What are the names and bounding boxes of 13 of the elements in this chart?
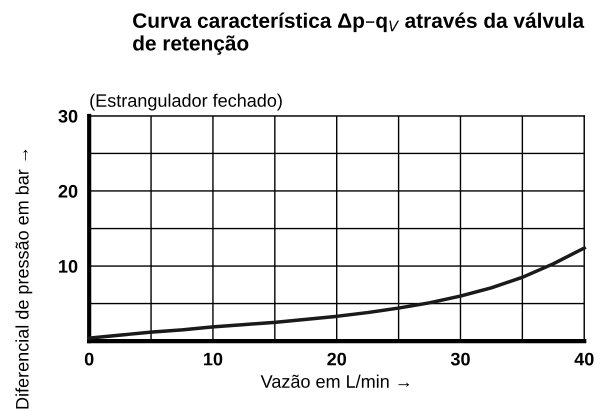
- y-tick-label: 10: [59, 260, 78, 273]
- chart-title: Curva característica Δp–q$_{V}$ através da válvula de retenção: [133, 12, 584, 55]
- x-tick-label: 10: [204, 352, 222, 366]
- x-axis-title: Vazão em L/min →: [260, 374, 410, 388]
- line-series: [87, 246, 586, 340]
- x-tick-label: 20: [327, 352, 346, 366]
- chart-subtitle: (Estrangulador fechado): [90, 94, 282, 111]
- y-tick-label: 20: [58, 184, 78, 198]
- y-tick-label: 30: [58, 110, 78, 123]
- y-axis-title: Diferencial de pressão em bar →: [15, 150, 32, 409]
- x-tick-label: 40: [574, 352, 594, 366]
- x-tick-label: 30: [450, 352, 470, 366]
- x-tick-label: 0: [84, 352, 94, 366]
